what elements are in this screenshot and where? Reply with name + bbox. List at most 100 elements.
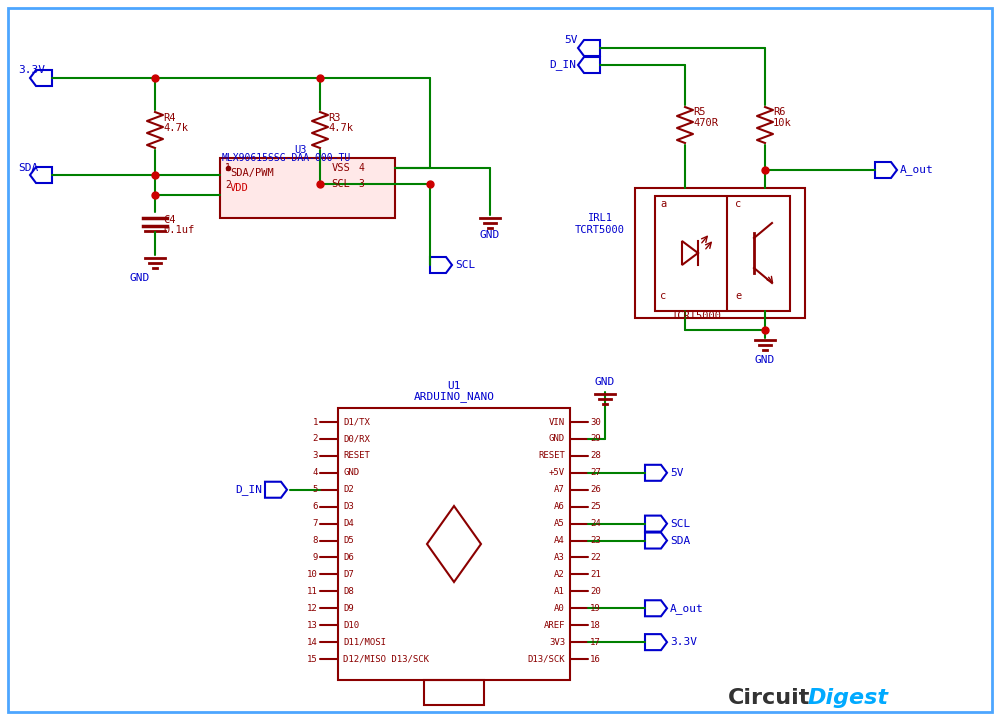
Text: 25: 25	[590, 502, 601, 511]
Text: GND: GND	[755, 355, 775, 365]
Text: SDA: SDA	[18, 163, 38, 173]
Text: A5: A5	[554, 519, 565, 528]
Text: 20: 20	[590, 587, 601, 596]
Text: 3.3V: 3.3V	[670, 637, 697, 647]
Text: D_IN: D_IN	[549, 60, 576, 71]
Text: +5V: +5V	[549, 468, 565, 477]
Text: R5: R5	[693, 107, 706, 117]
Text: TCRT5000: TCRT5000	[575, 225, 625, 235]
Text: A6: A6	[554, 502, 565, 511]
Text: SCL: SCL	[670, 518, 690, 528]
Text: 3V3: 3V3	[549, 638, 565, 647]
Text: 13: 13	[307, 621, 318, 630]
Text: 4.7k: 4.7k	[163, 123, 188, 133]
Text: A7: A7	[554, 485, 565, 494]
Text: 7: 7	[313, 519, 318, 528]
Text: MLX90615SSG-DAA-000-TU: MLX90615SSG-DAA-000-TU	[222, 153, 351, 163]
Text: D5: D5	[343, 536, 354, 545]
Text: GND: GND	[549, 434, 565, 444]
Text: U1: U1	[447, 381, 461, 391]
Text: Circuit: Circuit	[728, 688, 810, 708]
Text: A0: A0	[554, 604, 565, 613]
Text: 11: 11	[307, 587, 318, 596]
Text: RESET: RESET	[343, 451, 370, 460]
Text: 2: 2	[225, 180, 231, 190]
Text: 4: 4	[313, 468, 318, 477]
Text: 10: 10	[307, 570, 318, 579]
Text: 23: 23	[590, 536, 601, 545]
Text: D1/TX: D1/TX	[343, 418, 370, 426]
Text: A4: A4	[554, 536, 565, 545]
Bar	[220, 158, 395, 218]
Text: A3: A3	[554, 553, 565, 562]
Text: SDA: SDA	[670, 536, 690, 546]
Text: 30: 30	[590, 418, 601, 426]
Text: GND: GND	[130, 273, 150, 283]
Text: R6: R6	[773, 107, 786, 117]
Text: 21: 21	[590, 570, 601, 579]
Text: 14: 14	[307, 638, 318, 647]
Text: D2: D2	[343, 485, 354, 494]
Text: 18: 18	[590, 621, 601, 630]
Text: R3: R3	[328, 113, 341, 123]
Bar	[635, 188, 805, 318]
Text: A2: A2	[554, 570, 565, 579]
Text: 1: 1	[225, 163, 231, 173]
Text: 24: 24	[590, 519, 601, 528]
Bar	[338, 408, 570, 680]
Text: D_IN: D_IN	[235, 485, 262, 495]
Text: D7: D7	[343, 570, 354, 579]
Text: 5V: 5V	[670, 468, 684, 478]
Text: c: c	[735, 199, 741, 209]
Text: 16: 16	[590, 654, 601, 664]
Text: 17: 17	[590, 638, 601, 647]
Text: VDD: VDD	[230, 183, 249, 193]
Text: AREF: AREF	[544, 621, 565, 630]
Text: VSS: VSS	[331, 163, 350, 173]
Text: e: e	[735, 291, 741, 301]
Text: 2: 2	[313, 434, 318, 444]
Text: GND: GND	[480, 230, 500, 240]
Text: C4: C4	[163, 215, 176, 225]
Text: GND: GND	[343, 468, 359, 477]
Text: 3: 3	[358, 179, 364, 189]
Text: 12: 12	[307, 604, 318, 613]
Text: 6: 6	[313, 502, 318, 511]
Text: D10: D10	[343, 621, 359, 630]
Text: R4: R4	[163, 113, 176, 123]
Text: GND: GND	[595, 377, 615, 387]
Text: A_out: A_out	[670, 603, 704, 613]
Text: D0/RX: D0/RX	[343, 434, 370, 444]
Text: D6: D6	[343, 553, 354, 562]
Text: c: c	[660, 291, 666, 301]
Text: 10k: 10k	[773, 118, 792, 128]
Text: 0.1uf: 0.1uf	[163, 225, 194, 235]
Text: 28: 28	[590, 451, 601, 460]
Text: RESET: RESET	[538, 451, 565, 460]
Text: IRL1: IRL1	[588, 213, 613, 223]
Text: A1: A1	[554, 587, 565, 596]
Text: 9: 9	[313, 553, 318, 562]
Text: D8: D8	[343, 587, 354, 596]
Text: 29: 29	[590, 434, 601, 444]
Text: 27: 27	[590, 468, 601, 477]
Text: D4: D4	[343, 519, 354, 528]
Text: D12/MISO D13/SCK: D12/MISO D13/SCK	[343, 654, 429, 664]
Text: a: a	[660, 199, 666, 209]
Text: SDA/PWM: SDA/PWM	[230, 168, 274, 178]
Text: 3: 3	[313, 451, 318, 460]
Text: SCL: SCL	[455, 260, 475, 270]
Bar	[424, 680, 484, 705]
Text: 8: 8	[313, 536, 318, 545]
Text: 19: 19	[590, 604, 601, 613]
Text: 4.7k: 4.7k	[328, 123, 353, 133]
Text: 5V: 5V	[564, 35, 578, 45]
Text: 26: 26	[590, 485, 601, 494]
Text: A_out: A_out	[900, 165, 934, 176]
Text: 3.3V: 3.3V	[18, 65, 45, 75]
Text: D3: D3	[343, 502, 354, 511]
Bar	[655, 196, 790, 311]
Text: 1: 1	[313, 418, 318, 426]
Text: 15: 15	[307, 654, 318, 664]
Text: 5: 5	[313, 485, 318, 494]
